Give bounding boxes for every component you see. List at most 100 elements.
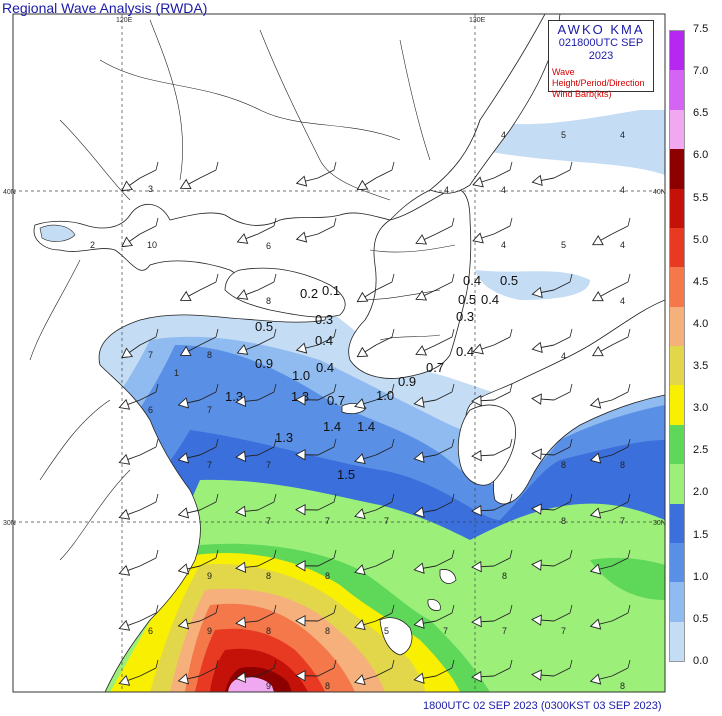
wave-direction-arrow [413, 438, 455, 463]
wave-direction-arrow [472, 161, 513, 188]
period-label: 5 [561, 130, 566, 140]
product-description-line2: Wind Barb(kts) [552, 89, 612, 99]
wave-direction-arrow [177, 604, 219, 630]
wave-direction-arrow [179, 273, 219, 301]
wave-direction-arrow [177, 493, 219, 519]
period-label: 4 [561, 351, 566, 361]
wave-period-labels: 3 2 10 6 8 4 5 4 4 4 4 4 5 4 4 4 8 7 6 7… [90, 130, 625, 691]
legend-swatch [670, 227, 684, 268]
wave-direction-arrow [589, 438, 631, 464]
wave-direction-arrow [118, 604, 159, 631]
period-label: 7 [207, 405, 212, 415]
legend-swatch [670, 70, 684, 110]
wave-direction-arrow [356, 161, 395, 191]
wave-height-label: 0.3 [456, 309, 474, 324]
wave-direction-arrow [295, 493, 337, 516]
wave-direction-arrow [295, 438, 337, 461]
wave-direction-arrow [531, 273, 573, 299]
legend-swatch [670, 582, 684, 622]
wave-direction-arrow [236, 328, 277, 355]
wave-height-label: 1.4 [323, 419, 341, 434]
wave-direction-arrow [354, 493, 395, 520]
product-description-line1: Wave Height/Period/Direction [552, 67, 645, 88]
wave-direction-arrow [118, 383, 159, 410]
wave-direction-arrow [235, 438, 277, 463]
period-label: 9 [207, 626, 212, 636]
period-label: 4 [620, 296, 625, 306]
legend-tick-label: 7.5 [693, 23, 709, 35]
wave-height-label: 0.5 [500, 273, 518, 288]
legend-swatch [670, 503, 684, 543]
wave-direction-arrow [295, 659, 337, 682]
legend-swatch [670, 267, 684, 307]
lat-label-40n-left: 40N [3, 189, 16, 196]
period-label: 10 [147, 240, 157, 250]
lat-label-30n-right: 30N [653, 520, 666, 527]
wave-direction-arrow [121, 328, 159, 359]
wave-direction-arrow [354, 659, 395, 686]
legend-swatch [670, 306, 684, 346]
wave-direction-arrow [354, 604, 395, 631]
wave-direction-arrow [471, 438, 513, 462]
wave-direction-arrow [531, 383, 573, 405]
period-label: 7 [266, 516, 271, 526]
wave-direction-arrow [354, 549, 395, 576]
wave-height-label: 0.4 [316, 360, 334, 375]
wave-direction-arrow [118, 438, 159, 465]
legend-tick-label: 1.0 [693, 570, 709, 583]
wave-direction-arrow [236, 273, 277, 300]
wave-height-label: 0.5 [458, 292, 476, 307]
wave-height-label: 0.2 [300, 286, 318, 301]
wave-direction-arrow [179, 161, 219, 189]
wave-height-label: 0.9 [255, 356, 273, 371]
period-label: 4 [501, 185, 506, 195]
wave-direction-arrow [177, 438, 219, 464]
period-label: 4 [501, 240, 506, 250]
wave-direction-arrow [589, 604, 631, 630]
period-label: 6 [148, 405, 153, 415]
legend-tick-label: 6.5 [693, 107, 709, 120]
wave-direction-arrow [591, 273, 631, 302]
land-island-small-1 [439, 569, 457, 584]
legend-tick-label: 3.0 [693, 402, 709, 415]
period-label: 9 [207, 571, 212, 581]
wave-height-label: 0.7 [426, 360, 444, 375]
wave-height-label: 0.4 [456, 344, 474, 359]
period-label: 9 [266, 681, 271, 691]
legend-tick-label: 1.5 [693, 528, 709, 541]
period-label: 8 [502, 571, 507, 581]
period-label: 8 [266, 571, 271, 581]
wave-direction-arrow [531, 328, 573, 354]
period-label: 4 [501, 130, 506, 140]
period-label: 5 [384, 626, 389, 636]
period-label: 7 [148, 350, 153, 360]
legend-tick-label: 7.0 [693, 65, 709, 78]
wave-direction-arrow [118, 549, 159, 576]
analysis-time: 021800UTC SEP 2023 [558, 37, 644, 62]
land-bohai-inner [39, 224, 76, 242]
wave-height-label: 0.1 [322, 283, 340, 298]
wave-height-label: 0.3 [315, 312, 333, 327]
wave-direction-arrow [413, 604, 455, 629]
wave-height-label: 0.5 [255, 319, 273, 334]
period-label: 3 [148, 184, 153, 194]
page-title: Regional Wave Analysis (RWDA) [2, 0, 208, 16]
wave-direction-arrow [472, 328, 513, 355]
land-shandong [224, 267, 346, 318]
period-label: 8 [266, 626, 271, 636]
wave-direction-arrow [118, 659, 159, 686]
land-kyushu [457, 404, 516, 486]
valid-time-footer: 1800UTC 02 SEP 2023 (0300KST 03 SEP 2023… [423, 700, 662, 712]
wave-band-0.5-north [475, 270, 590, 300]
period-label: 7 [266, 460, 271, 470]
wave-direction-arrow [121, 217, 159, 248]
lat-label-30n-left: 30N [3, 520, 16, 527]
wave-height-color-legend [669, 30, 685, 662]
wave-direction-arrow [236, 217, 277, 244]
legend-tick-label: 0.5 [693, 612, 709, 625]
wave-direction-arrow [413, 493, 455, 518]
wave-direction-arrow [589, 383, 631, 409]
period-label: 2 [90, 240, 95, 250]
wave-direction-arrow [531, 604, 573, 626]
